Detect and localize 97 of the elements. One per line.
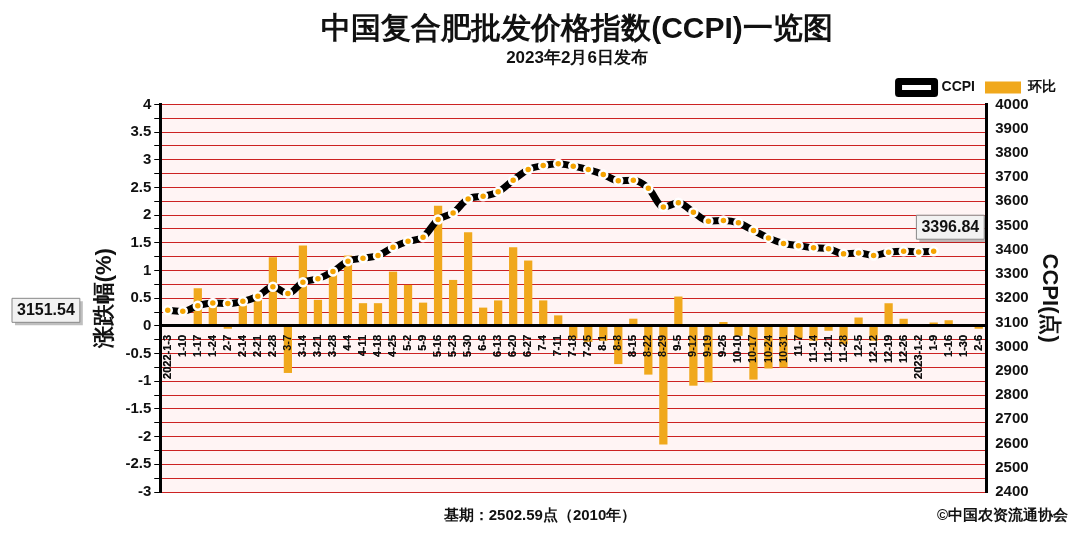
x-tick-label: 8-15 (626, 334, 639, 357)
x-tick-label: 11-21 (821, 334, 834, 363)
x-tick-label: 2-6 (971, 334, 984, 351)
x-tick-label: 11-28 (836, 334, 849, 363)
x-tick-label: 5-9 (416, 334, 429, 351)
y-tick-label: 3 (142, 149, 152, 167)
x-tick-label: 5-30 (461, 334, 474, 357)
x-tick-label: 8-8 (611, 334, 624, 351)
y-tick-label: -0.5 (125, 343, 152, 361)
y2-tick-label: 2400 (995, 482, 1029, 500)
x-tick-label: 12-19 (881, 334, 894, 364)
y-axis-title: 涨跌幅(%) (91, 248, 117, 350)
x-tick-label: 9-26 (716, 334, 729, 357)
x-tick-label: 12-5 (851, 334, 864, 357)
x-tick-label: 2023-1-2 (911, 334, 924, 379)
x-tick-label: 8-29 (656, 334, 669, 357)
y-tick-label: 3.5 (130, 122, 152, 140)
y-tick-label: -2 (137, 426, 152, 444)
x-tick-label: 2-28 (265, 334, 278, 357)
x-tick-label: 1-9 (926, 334, 939, 351)
x-tick-label: 11-14 (806, 334, 819, 363)
x-tick-label: 4-4 (341, 334, 353, 351)
y-tick-label: 1.5 (130, 232, 152, 250)
y-tick-label: -2.5 (125, 454, 152, 472)
y2-tick-label: 3900 (995, 118, 1029, 136)
x-tick-label: 9-12 (686, 334, 699, 357)
x-tick-label: 8-1 (596, 334, 609, 351)
y-tick-label: 2.5 (130, 177, 152, 195)
x-tick-label: 1-10 (175, 334, 188, 357)
x-tick-label: 9-19 (701, 334, 714, 357)
y2-tick-label: 2700 (995, 409, 1029, 427)
legend-label: CCPI (941, 78, 975, 95)
x-tick-label: 1-30 (956, 334, 969, 357)
annotation: 3396.84 (921, 217, 980, 235)
x-tick-label: 4-25 (386, 334, 399, 357)
x-tick-label: 10-17 (746, 334, 759, 364)
x-tick-label: 7-4 (536, 334, 549, 351)
y-tick-label: -3 (137, 482, 152, 500)
y2-tick-label: 3300 (995, 264, 1029, 282)
y-tick-label: 4 (142, 94, 152, 112)
x-tick-label: 3-21 (310, 334, 323, 357)
y2-tick-label: 2900 (995, 361, 1029, 379)
y-tick-label: 0.5 (130, 288, 152, 306)
y-tick-label: 1 (142, 260, 152, 278)
x-tick-label: 6-27 (521, 334, 534, 357)
x-tick-label: 2022-1-3 (160, 334, 173, 379)
x-tick-label: 6-13 (491, 334, 504, 357)
y2-tick-label: 3000 (995, 336, 1029, 354)
y2-tick-label: 2500 (995, 457, 1029, 475)
x-tick-label: 4-11 (356, 334, 369, 357)
y2-tick-label: 3800 (995, 142, 1029, 160)
x-tick-label: 9-5 (671, 334, 684, 351)
x-tick-label: 2-21 (250, 334, 263, 357)
x-tick-label: 10-10 (731, 334, 744, 364)
text: 基期：2502.59点（2010年） (443, 506, 637, 523)
x-tick-label: 8-22 (641, 334, 654, 357)
y2-tick-label: 4000 (995, 94, 1029, 112)
y2-tick-label: 3100 (995, 312, 1029, 330)
x-tick-label: 12-26 (896, 334, 909, 364)
y2-tick-label: 2600 (995, 433, 1029, 451)
x-tick-label: 6-6 (476, 334, 489, 351)
text: 3151.54 (17, 300, 75, 318)
x-tick-label: 10-31 (776, 334, 789, 364)
y2-tick-label: 3600 (995, 191, 1029, 209)
y2-tick-label: 2800 (995, 385, 1029, 403)
x-tick-label: 5-16 (431, 334, 444, 357)
x-tick-label: 2-14 (235, 334, 248, 357)
x-tick-label: 7-18 (566, 334, 579, 357)
y-tick-label: 0 (142, 316, 152, 334)
x-tick-label: 6-20 (506, 334, 519, 357)
x-tick-label: 1-17 (190, 334, 203, 357)
y-tick-label: 2 (142, 205, 152, 223)
x-tick-label: 11-7 (791, 334, 804, 357)
x-tick-label: 5-2 (401, 334, 414, 351)
x-tick-label: 3-7 (280, 334, 293, 351)
x-tick-label: 7-25 (581, 334, 594, 357)
x-tick-label: 3-28 (325, 334, 338, 357)
y2-axis-title: CCPI(点) (1037, 253, 1063, 343)
x-tick-label: 1-24 (205, 334, 218, 357)
x-tick-label: 5-23 (446, 334, 459, 357)
y-tick-label: -1.5 (125, 399, 152, 417)
text: ©中国农资流通协会 (936, 506, 1068, 525)
y-tick-label: -1 (137, 371, 152, 389)
y2-tick-label: 3700 (995, 167, 1029, 185)
chart-title: 中国复合肥批发价格指数(CCPI)一览图 (321, 11, 833, 45)
x-tick-label: 2-7 (220, 334, 233, 351)
legend-label: 环比 (1027, 78, 1056, 95)
y2-tick-label: 3400 (995, 239, 1029, 257)
x-tick-label: 3-14 (295, 334, 308, 357)
x-tick-label: 1-16 (941, 334, 954, 357)
x-tick-label: 10-24 (761, 334, 774, 364)
y2-tick-label: 3200 (995, 288, 1029, 306)
chart-subtitle: 2023年2月6日发布 (506, 47, 648, 67)
x-tick-label: 7-11 (551, 334, 564, 357)
y2-tick-label: 3500 (995, 215, 1029, 233)
x-tick-label: 12-12 (866, 334, 879, 364)
x-tick-label: 4-18 (371, 334, 384, 357)
